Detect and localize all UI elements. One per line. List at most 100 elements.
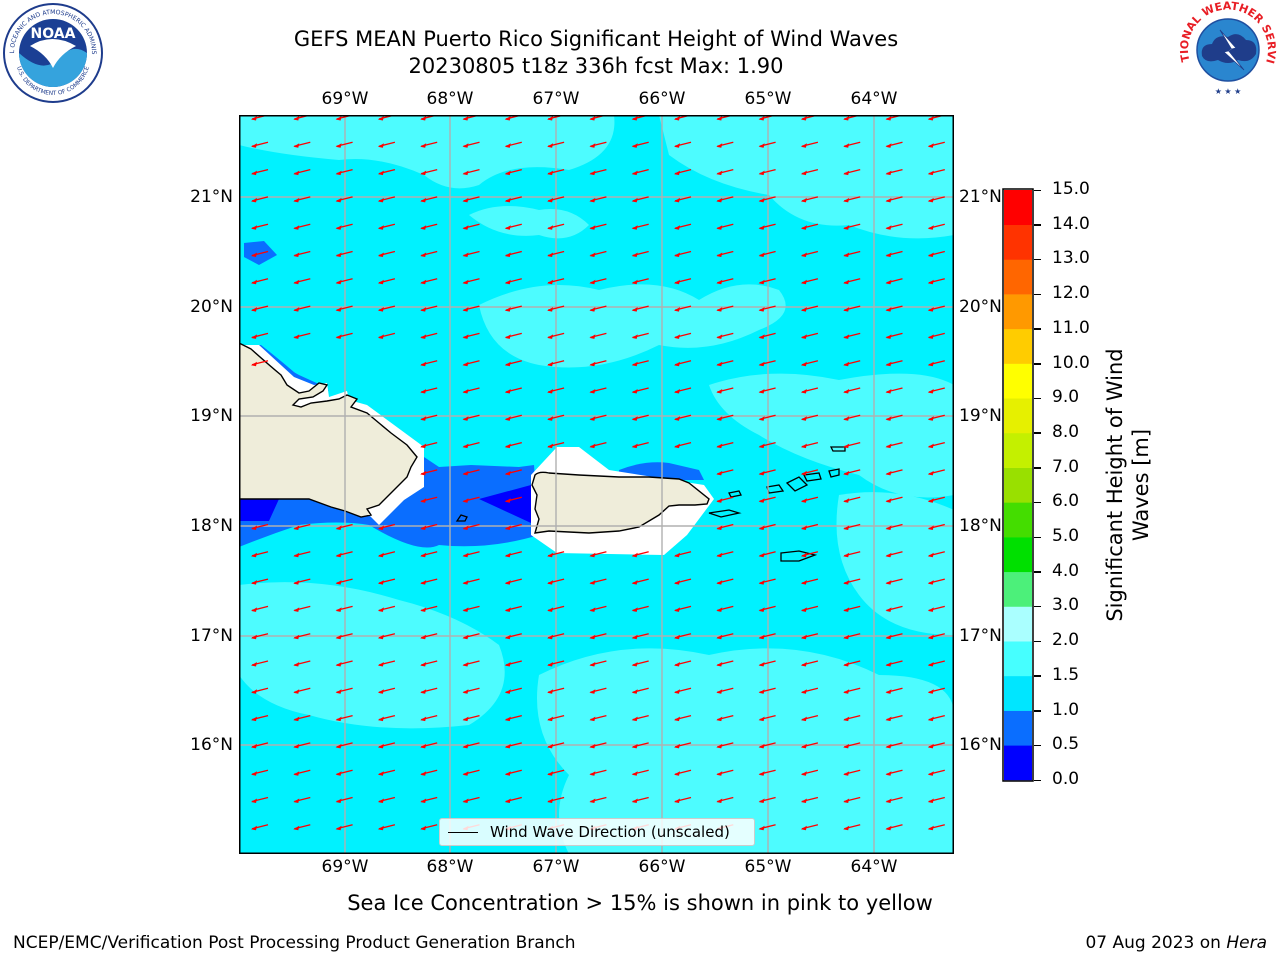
wind-wave-arrow [293,332,311,339]
wind-wave-arrow [589,168,607,176]
wind-wave-arrow [462,278,480,285]
wind-wave-arrow [885,523,903,530]
colorbar-segment [1004,745,1032,781]
wind-wave-arrow [631,305,649,312]
colorbar-tick-label: 7.0 [1052,456,1080,477]
wind-wave-arrow [504,196,522,203]
wind-wave-arrow [377,605,396,612]
wind-wave-arrow [377,278,396,285]
wind-wave-arrow [335,769,353,776]
wind-wave-arrow [547,742,565,749]
wind-wave-arrow [800,141,819,148]
wind-wave-arrow [631,360,649,367]
wind-wave-arrow [293,278,311,285]
wind-wave-arrow [716,278,734,285]
wind-wave-arrow [377,196,396,203]
wind-wave-arrow [631,168,649,176]
colorbar-tick-mark [1034,397,1041,400]
wind-wave-arrow [927,168,945,176]
land-hispaniola [239,342,418,518]
wind-wave-arrow [800,441,819,449]
wind-wave-arrow [631,605,649,612]
wind-wave-arrow [843,742,861,749]
colorbar-tick-mark [1034,432,1041,434]
colorbar-tick-label: 10.0 [1052,352,1090,373]
wind-wave-arrow [843,332,861,339]
wind-wave-arrow [293,824,311,831]
noaa-logo: NOAA NATIONAL OCEANIC AND ATMOSPHERIC AD… [2,2,103,103]
wind-wave-arrow [504,578,522,585]
wind-wave-arrow [547,196,565,203]
wind-wave-arrow [800,414,819,421]
wave-height-1.5-2-region [239,115,954,854]
wind-wave-arrow [251,578,269,585]
wind-wave-arrow [293,523,311,530]
wind-wave-arrow [758,278,776,285]
colorbar-tick-mark [1034,189,1041,191]
lon-label-bottom: 68°W [426,857,474,877]
wind-wave-arrow [251,742,269,749]
wind-wave-arrow [885,469,903,476]
wind-wave-arrow [547,660,565,667]
wind-wave-arrow [631,278,649,285]
wind-wave-arrow [589,714,607,722]
wind-wave-arrow [716,633,734,640]
wind-wave-arrow [800,633,819,640]
wind-wave-arrow [504,223,522,230]
wind-wave-arrow [377,660,396,667]
wind-wave-arrows [251,115,945,831]
colorbar-tick-label: 1.5 [1052,664,1080,685]
lat-label-left: 21°N [190,187,233,207]
wind-wave-arrow [377,250,396,257]
wind-wave-arrow [927,332,945,339]
wind-wave-arrow [293,796,311,803]
wind-wave-arrow [420,223,438,230]
wind-wave-arrow [927,523,945,530]
wind-wave-arrow [843,523,861,530]
wind-wave-arrow [758,441,776,449]
wind-wave-arrow [462,633,480,640]
colorbar-tick-mark [1034,675,1041,677]
colorbar-segment [1004,710,1032,746]
wind-wave-arrow [504,387,522,394]
wind-wave-arrow [927,223,945,230]
wind-wave-arrow [335,742,353,749]
wind-wave-arrow [885,496,903,503]
wind-wave-arrow [674,551,692,558]
wind-wave-arrow [716,360,734,367]
footer-branch: NCEP/EMC/Verification Post Processing Pr… [13,933,576,953]
map-panel [239,115,954,854]
wind-wave-arrow [927,196,945,203]
wind-wave-arrow [589,660,607,667]
wind-wave-arrow [631,441,649,449]
lon-label-top: 64°W [850,89,898,109]
wind-wave-arrow [674,714,692,722]
wind-wave-arrow [377,633,396,640]
wind-wave-arrow [377,223,396,230]
colorbar-frame [1002,188,1034,782]
map-frame [239,115,954,854]
lat-label-right: 17°N [959,626,1002,646]
wind-wave-arrow [462,168,480,176]
wind-wave-arrow [251,305,269,312]
wind-wave-arrow [420,168,438,176]
wind-wave-arrow [504,523,522,530]
wind-wave-arrow [377,141,396,148]
wind-wave-arrow [716,714,734,722]
wind-wave-arrow [420,441,438,449]
wind-wave-arrow [674,687,692,694]
colorbar-tick-label: 11.0 [1052,317,1090,338]
wind-wave-arrow [716,332,734,339]
wind-wave-arrow [885,196,903,203]
wind-wave-arrow [927,578,945,585]
wave-height-0-0.5-region [239,485,531,523]
wind-wave-arrow [843,633,861,640]
wind-wave-arrow [716,796,734,803]
wind-wave-arrow [843,360,861,367]
wind-wave-arrow [927,660,945,667]
wind-wave-arrow [716,769,734,776]
wind-wave-arrow [716,196,734,203]
wind-wave-arrow [758,578,776,585]
wind-wave-arrow [716,223,734,230]
wind-wave-arrow [927,824,945,831]
